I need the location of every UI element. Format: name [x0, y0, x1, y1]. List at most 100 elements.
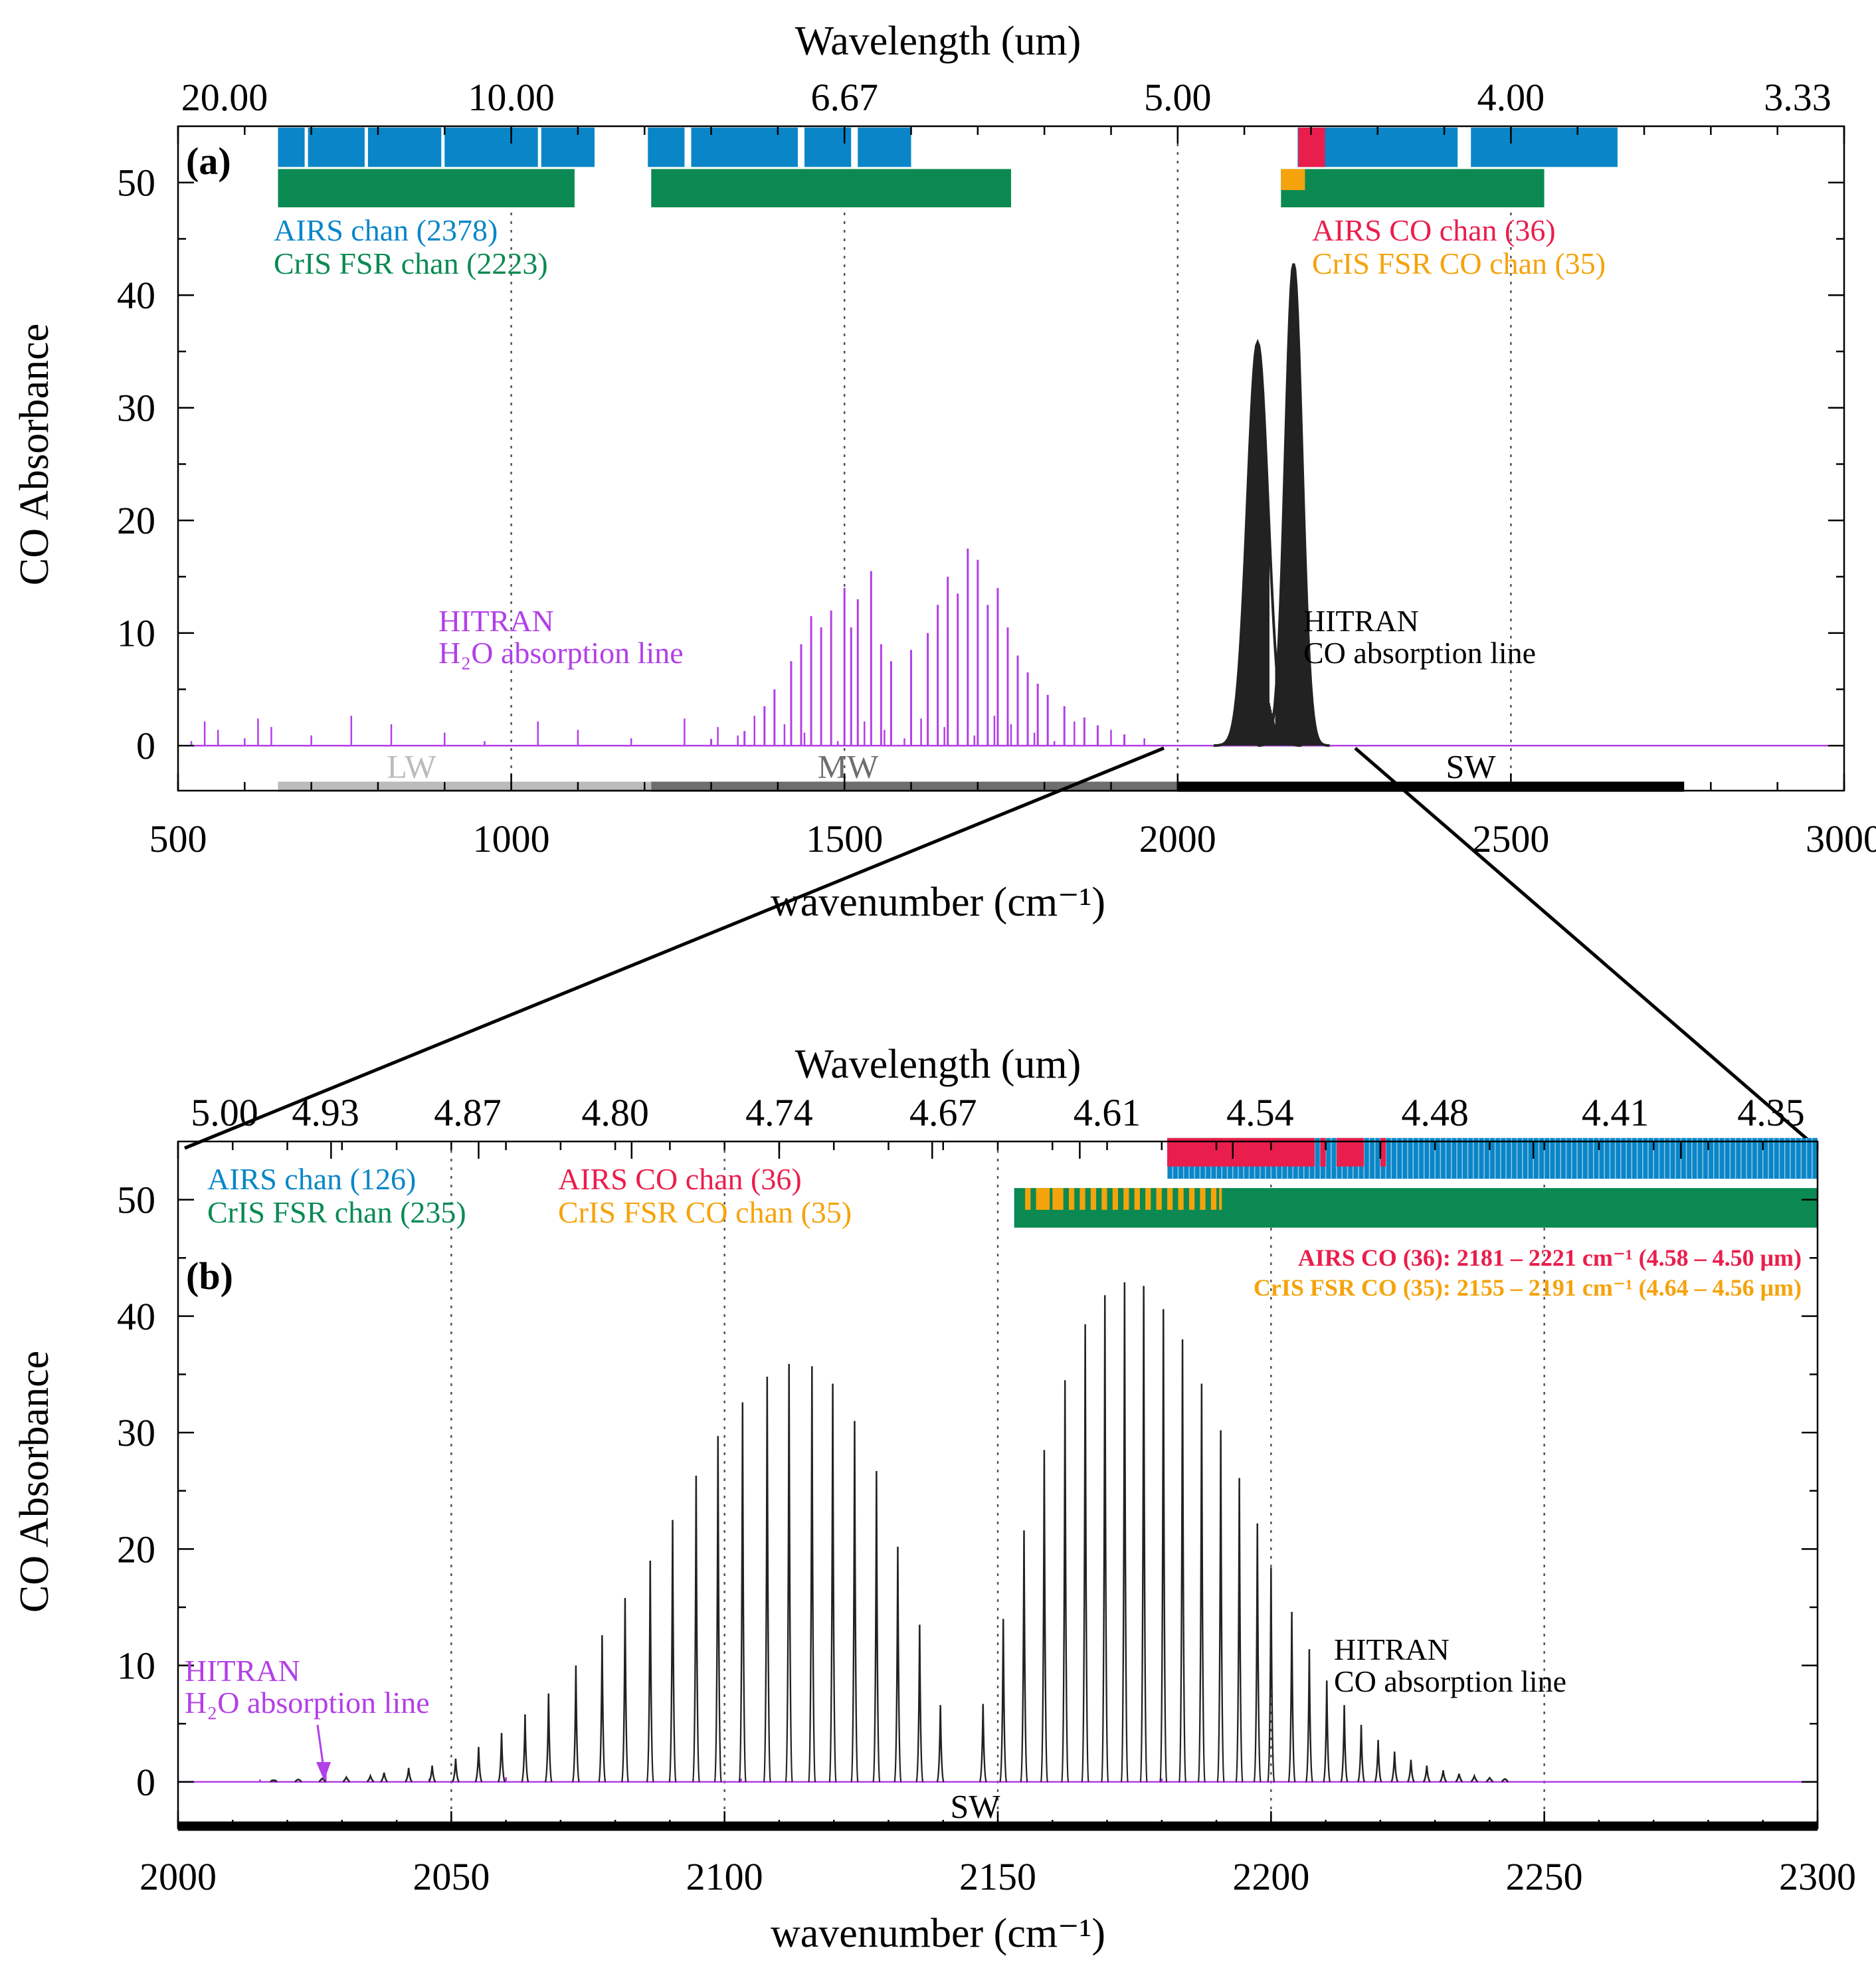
x-tick-label: 2250	[1506, 1855, 1583, 1898]
panel-a-x-axis-title: wavenumber (cm⁻¹)	[771, 880, 1105, 925]
cris-co-channel-bar	[1134, 1188, 1140, 1210]
y-tick-label: 20	[117, 1528, 155, 1571]
y-tick-label: 0	[136, 724, 155, 767]
co-line	[1439, 1770, 1448, 1783]
co-line	[785, 1363, 793, 1783]
panel-b-legend-airs-co: AIRS CO chan (36)	[558, 1162, 802, 1196]
airs-channel-bar	[648, 128, 685, 167]
cris-co-channel-bar	[1167, 1188, 1173, 1210]
co-line	[1485, 1776, 1494, 1783]
panel-a-y-axis-title: CO Absorbance	[12, 324, 57, 585]
co-line	[294, 1779, 302, 1783]
panel-a-channel-bars	[278, 128, 1618, 208]
co-line	[850, 1421, 859, 1783]
y-tick-label: 40	[117, 1295, 155, 1338]
top-tick-label: 4.67	[909, 1091, 977, 1134]
airs-channel-bar	[308, 128, 365, 167]
panel-b-h2o-label-line2: H₂O absorption line	[185, 1686, 430, 1720]
co-line	[893, 1546, 902, 1783]
top-tick-label: 6.67	[810, 76, 878, 119]
co-line	[828, 1383, 837, 1783]
co-line	[692, 1475, 701, 1783]
cris-co-channel-bar	[1052, 1188, 1064, 1210]
top-tick-label: 4.41	[1582, 1091, 1649, 1134]
x-tick-label: 2150	[959, 1855, 1036, 1898]
airs-channel-bar	[691, 128, 798, 167]
x-tick-label: 2500	[1472, 817, 1549, 860]
co-band-envelope	[1213, 339, 1302, 747]
cris-co-channel-bar	[1210, 1188, 1217, 1210]
cris-co-channel-bar	[1090, 1188, 1097, 1210]
y-tick-label: 0	[136, 1761, 155, 1804]
cris-co-channel-bar	[1123, 1188, 1129, 1210]
co-line	[474, 1747, 483, 1783]
co-line	[1178, 1339, 1187, 1783]
panel-b-y-axis-title: CO Absorbance	[12, 1351, 57, 1613]
panel-b-co-label-line2: CO absorption line	[1334, 1664, 1566, 1698]
panel-a-h2o-lines	[178, 548, 1844, 747]
co-line	[497, 1733, 506, 1783]
airs-channel-bar	[444, 128, 538, 167]
co-line	[1139, 1286, 1148, 1783]
panel-b-top-tick-labels: 5.00 4.93 4.87 4.80 4.74 4.67 4.61 4.54 4.48 4.41…	[191, 1091, 1805, 1134]
y-tick-label: 40	[117, 274, 155, 317]
panel-a: Wavelength (um) 20.00 10.00 6.67 5.00 4.00 3.…	[12, 19, 1876, 925]
band-label-lw: LW	[387, 747, 436, 785]
co-line	[1235, 1478, 1244, 1783]
x-tick-label: 3000	[1806, 817, 1876, 860]
top-tick-label: 5.00	[1144, 76, 1212, 119]
co-line	[1267, 1567, 1275, 1783]
co-line	[1253, 1523, 1262, 1783]
panel-b-channel-bars	[1014, 1137, 1818, 1228]
x-tick-label: 2200	[1232, 1855, 1309, 1898]
panel-a-h2o-label-line2: H₂O absorption line	[438, 636, 684, 670]
co-line	[270, 1779, 278, 1783]
zoom-connector-left	[184, 746, 1165, 1150]
cris-co-channel-bar	[1156, 1188, 1162, 1210]
co-line	[1374, 1739, 1382, 1783]
x-tick-label: 1500	[806, 817, 883, 860]
panel-a-band-bars: LW MW SW	[278, 747, 1685, 792]
cris-co-channel-bar	[1281, 169, 1305, 191]
co-line	[1216, 1430, 1225, 1783]
cris-co-channel-bar	[1025, 1188, 1031, 1210]
co-line	[668, 1520, 677, 1783]
co-line	[1501, 1778, 1509, 1783]
co-line	[521, 1714, 529, 1783]
co-line	[1020, 1530, 1028, 1783]
co-line	[999, 1619, 1008, 1783]
top-tick-label: 4.61	[1074, 1091, 1141, 1134]
panel-a-legend-cris: CrIS FSR chan (2223)	[274, 246, 548, 280]
panel-a-legend-airs-co: AIRS CO chan (36)	[1312, 213, 1556, 247]
co-line	[1040, 1450, 1049, 1783]
cris-co-channel-bar	[1068, 1188, 1075, 1210]
co-line	[451, 1758, 460, 1783]
co-line	[1197, 1383, 1206, 1783]
zoom-connector-right	[1354, 747, 1819, 1149]
panel-b-co-label-line1: HITRAN	[1334, 1632, 1450, 1666]
co-line	[1357, 1724, 1366, 1783]
plot-frame	[177, 125, 1845, 792]
co-line	[738, 1402, 747, 1783]
cris-co-channel-bar	[1036, 1188, 1050, 1210]
panel-b-top-axis-title: Wavelength (um)	[795, 1042, 1081, 1087]
band-bar-sw	[1177, 781, 1685, 792]
panel-b-co-lines	[270, 1282, 1509, 1783]
airs-channel-bar	[278, 128, 305, 167]
top-tick-label: 4.87	[434, 1091, 502, 1134]
panel-b-label: (b)	[186, 1254, 233, 1298]
co-line	[380, 1772, 389, 1783]
x-tick-label: 2300	[1779, 1855, 1856, 1898]
panel-b-x-axis-title: wavenumber (cm⁻¹)	[771, 1911, 1105, 1956]
airs-channel-bar	[1471, 128, 1618, 167]
co-line	[713, 1436, 723, 1783]
co-line	[979, 1704, 987, 1783]
co-line	[763, 1377, 772, 1783]
co-line	[620, 1597, 630, 1783]
top-tick-label: 4.00	[1477, 76, 1545, 119]
cris-channel-bar	[1281, 169, 1545, 208]
panel-a-top-axis-title: Wavelength (um)	[795, 19, 1081, 64]
band-label-sw: SW	[1446, 747, 1497, 785]
panel-b-axes: 0 10 20 30 40 50 2000 2050 2100 2150 2200 2250 2300	[117, 1140, 1856, 1898]
top-tick-label: 4.74	[745, 1091, 813, 1134]
